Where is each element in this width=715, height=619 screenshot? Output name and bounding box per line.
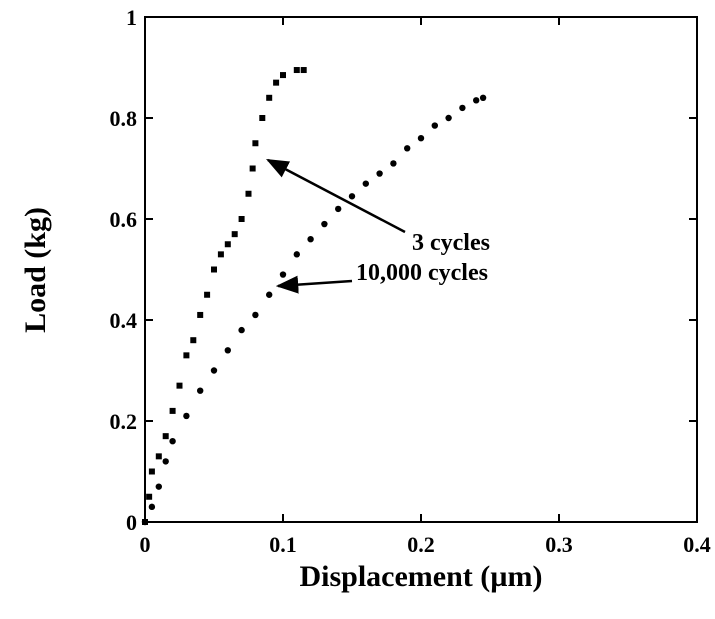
data-point bbox=[183, 412, 190, 420]
x-tick-label: 0.2 bbox=[407, 532, 435, 557]
data-point bbox=[321, 220, 328, 228]
data-point bbox=[190, 337, 197, 344]
data-point bbox=[293, 251, 300, 258]
data-point bbox=[211, 266, 217, 273]
data-point bbox=[273, 79, 280, 86]
data-point bbox=[280, 72, 286, 79]
data-point bbox=[245, 190, 252, 197]
data-point bbox=[238, 216, 245, 222]
annotation-arrow bbox=[275, 275, 353, 294]
data-point bbox=[348, 193, 356, 200]
data-point bbox=[141, 518, 149, 526]
data-point bbox=[197, 387, 204, 394]
data-point bbox=[146, 493, 153, 500]
y-tick-label: 0.2 bbox=[110, 409, 138, 434]
data-point bbox=[238, 326, 245, 334]
data-point bbox=[204, 291, 211, 298]
y-tick-label: 0.6 bbox=[110, 207, 138, 232]
y-axis-label: Load (kg) bbox=[19, 207, 52, 333]
data-point bbox=[259, 115, 266, 121]
data-point bbox=[169, 438, 176, 445]
annotation: 10,000 cycles bbox=[356, 260, 488, 286]
data-point bbox=[293, 67, 300, 74]
data-point bbox=[217, 251, 224, 258]
data-point bbox=[390, 160, 397, 167]
data-point bbox=[445, 114, 452, 122]
data-point bbox=[162, 458, 169, 465]
data-point bbox=[279, 271, 287, 278]
annotation: 3 cycles bbox=[412, 230, 490, 256]
data-point bbox=[335, 205, 342, 213]
data-point bbox=[479, 94, 487, 102]
data-point bbox=[155, 453, 162, 460]
data-point bbox=[252, 311, 259, 319]
data-point bbox=[148, 468, 155, 475]
x-tick-label: 0.4 bbox=[683, 532, 711, 557]
data-point bbox=[162, 433, 169, 440]
data-point bbox=[459, 104, 466, 112]
data-point bbox=[300, 67, 307, 74]
data-point bbox=[404, 145, 411, 152]
data-point bbox=[210, 367, 218, 374]
data-point bbox=[473, 97, 480, 104]
data-point bbox=[266, 94, 273, 101]
x-axis-label: Displacement (µm) bbox=[299, 560, 542, 593]
annotation-arrow bbox=[266, 158, 406, 234]
data-point bbox=[431, 122, 438, 129]
data-point bbox=[169, 407, 176, 414]
data-point bbox=[155, 483, 162, 490]
data-point bbox=[249, 165, 256, 172]
y-tick-label: 0.8 bbox=[110, 106, 138, 131]
data-point bbox=[183, 352, 190, 359]
data-point bbox=[252, 140, 259, 147]
data-point bbox=[376, 170, 383, 177]
x-tick-label: 0.3 bbox=[545, 532, 573, 557]
data-point bbox=[266, 291, 273, 298]
data-point bbox=[148, 503, 156, 511]
data-point bbox=[231, 231, 238, 238]
x-tick-label: 0 bbox=[140, 532, 151, 557]
data-point bbox=[176, 382, 183, 389]
y-tick-label: 0.4 bbox=[110, 308, 138, 333]
data-point bbox=[197, 311, 204, 318]
data-point bbox=[224, 347, 231, 354]
data-point bbox=[307, 236, 314, 243]
data-point bbox=[224, 241, 231, 248]
y-tick-label: 0 bbox=[126, 510, 137, 535]
data-point bbox=[362, 180, 369, 187]
x-tick-label: 0.1 bbox=[269, 532, 297, 557]
data-point bbox=[417, 135, 425, 142]
y-tick-label: 1 bbox=[126, 5, 137, 30]
